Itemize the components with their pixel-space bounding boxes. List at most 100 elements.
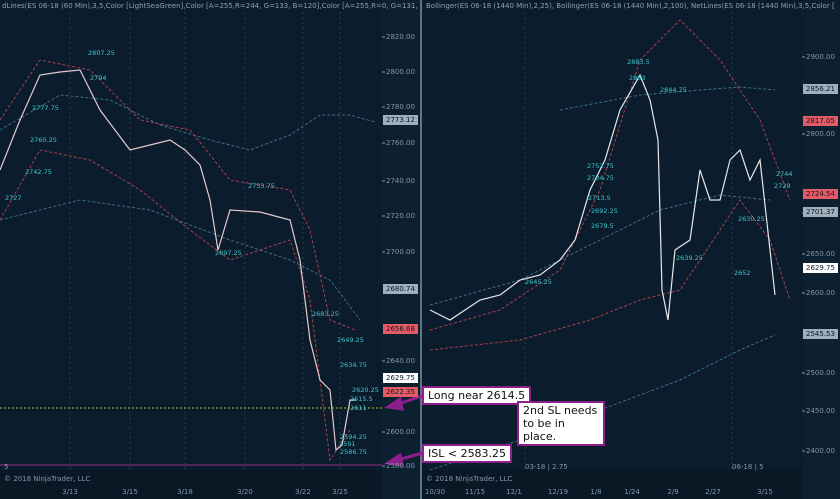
y-tick-label: 2780.00 (386, 103, 415, 111)
price-tag-label: 2629.75 (386, 374, 415, 382)
annotation-arrows (383, 394, 423, 467)
y-tick-label: 2800.00 (386, 68, 415, 76)
left-plot (0, 0, 382, 470)
y-tick-label: 2720.00 (386, 212, 415, 220)
level-label: 2634.75 (340, 361, 367, 369)
level-label: 2883.5 (627, 58, 650, 66)
annotation-isl: ISL < 2583.25 (422, 444, 513, 463)
y-tick-label: 2500.00 (806, 369, 835, 377)
y-tick-label: 2820.00 (386, 33, 415, 41)
level-label: 2729 (774, 182, 791, 190)
price-tag-label: 2817.05 (806, 117, 835, 125)
price-tag-label: 2724.54 (806, 190, 835, 198)
level-label: 2586.75 (340, 448, 367, 456)
price-tag-label: 2773.12 (386, 116, 415, 124)
annotation-sl: 2nd SL needs to be in place. (517, 401, 605, 446)
level-label: 2611 (350, 404, 367, 412)
level-label: 2744 (776, 170, 793, 178)
price-tag (803, 207, 838, 217)
y-tick-label: 2900.00 (806, 53, 835, 61)
price-tag-label: 2656.68 (386, 325, 415, 333)
x-tick-label: 1/24 (624, 488, 640, 496)
price-path (0, 69, 776, 452)
price-tag (383, 387, 418, 397)
price-tag-label: 2680.74 (386, 285, 415, 293)
level-label: 2777.75 (32, 104, 59, 112)
y-tick-label: 2580.00 (386, 462, 415, 470)
left-footer-label: 5 (4, 463, 8, 471)
price-tag-label: 2701.37 (806, 208, 835, 216)
y-tick-label: 2450.00 (806, 407, 835, 415)
copyright: © 2018 NinjaTrader, LLC (426, 475, 512, 483)
x-tick-label: 3/15 (757, 488, 773, 496)
price-tag-label: 2545.53 (806, 330, 835, 338)
x-tick-label: 10/30 (425, 488, 445, 496)
left-axis (382, 0, 422, 499)
price-tag (803, 329, 838, 339)
x-tick-label: 12/19 (548, 488, 568, 496)
y-tick-label: 2740.00 (386, 177, 415, 185)
level-label: 2591 (339, 440, 356, 448)
level-label: 2794 (90, 74, 107, 82)
price-tag (803, 189, 838, 199)
y-tick-label: 2600.00 (806, 289, 835, 297)
x-tick-label: 1/8 (590, 488, 601, 496)
level-label: 2620.25 (352, 386, 379, 394)
level-label: 2734.75 (587, 174, 614, 182)
level-label: 2683.25 (312, 310, 339, 318)
x-tick-label: 2/9 (667, 488, 678, 496)
level-label: 2760.25 (30, 136, 57, 144)
price-tag (803, 116, 838, 126)
level-label: 2630.25 (738, 215, 765, 223)
level-label: 2727 (5, 194, 22, 202)
header-right: Bollinger(ES 06-18 (1440 Min),2,25), Bol… (426, 2, 835, 10)
price-tag-label: 2629.75 (806, 264, 835, 272)
level-label: 2752.75 (587, 162, 614, 170)
x-tick-label: 11/15 (465, 488, 485, 496)
vertical-grid (69, 12, 733, 470)
y-tick-label: 2650.00 (806, 250, 835, 258)
level-label: 2697.25 (215, 249, 242, 257)
price-tag (383, 324, 418, 334)
x-tick-label: 3/15 (122, 488, 138, 496)
x-tick-label: 3/18 (177, 488, 193, 496)
x-tick-label: 3/25 (332, 488, 348, 496)
level-label: 2733.75 (248, 182, 275, 190)
level-label: 2639.25 (676, 254, 703, 262)
copyright: © 2018 NinjaTrader, LLC (4, 475, 90, 483)
y-tick-label: 2800.00 (806, 130, 835, 138)
level-label: 2649.25 (337, 336, 364, 344)
level-label: 2713.5 (588, 194, 611, 202)
right-footer-label: 03-18 | 2.75 (525, 463, 568, 471)
price-tag (383, 373, 418, 383)
price-tag-label: 2856.21 (806, 85, 835, 93)
x-tick-label: 12/1 (506, 488, 522, 496)
level-label: 2807.25 (88, 49, 115, 57)
y-tick-label: 2700.00 (386, 248, 415, 256)
level-label: 2652 (734, 269, 751, 277)
y-tick-label: 2600.00 (386, 428, 415, 436)
price-tag-label: 2622.35 (386, 388, 415, 396)
right-axis (802, 0, 840, 499)
price-tag (383, 284, 418, 294)
y-tick-label: 2640.00 (386, 357, 415, 365)
price-tag (803, 263, 838, 273)
x-tick-label: 3/20 (237, 488, 253, 496)
level-label: 2742.75 (25, 168, 52, 176)
level-label: 2594.25 (340, 433, 367, 441)
annotation-long: Long near 2614.5 (422, 386, 532, 405)
right-footer-label: 06-18 | 5 (732, 463, 764, 471)
level-label: 2615.5 (350, 395, 373, 403)
price-tag (383, 115, 418, 125)
x-tick-label: 3/13 (62, 488, 78, 496)
header-left: dLines(ES 06-18 (60 Min),3,5,Color [Ligh… (2, 2, 418, 10)
level-label: 2863 (629, 74, 646, 82)
y-tick-label: 2400.00 (806, 447, 835, 455)
price-tag (803, 84, 838, 94)
x-tick-label: 3/22 (295, 488, 311, 496)
level-label: 2844.75 (660, 86, 687, 94)
level-label: 2692.25 (591, 207, 618, 215)
level-label: 2645.25 (525, 278, 552, 286)
